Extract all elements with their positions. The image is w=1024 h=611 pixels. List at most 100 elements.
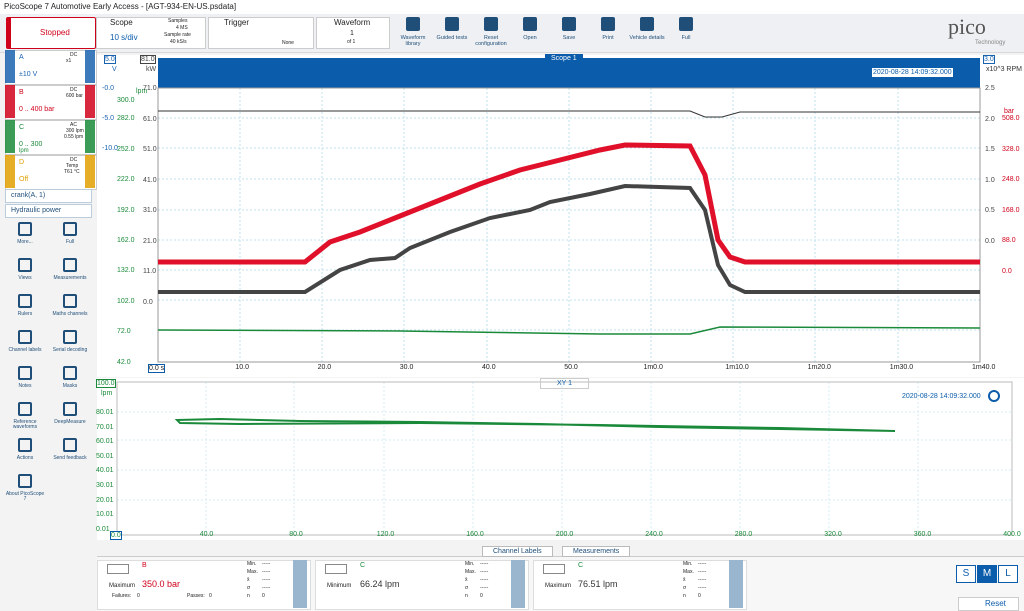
toolbar-button[interactable]: Full [681,35,691,41]
tool-icon[interactable] [18,474,32,488]
tool-label[interactable]: Masks [62,383,78,389]
channel-probe2: 0.55 lpm [64,134,84,140]
toolbar-icon[interactable] [562,17,576,31]
y-tick-label: 71.0 [143,85,157,92]
toolbar-icon[interactable] [640,17,654,31]
toolbar-icon[interactable] [406,17,420,31]
toolbar-icon[interactable] [523,17,537,31]
tool-icon[interactable] [63,438,77,452]
tool-icon[interactable] [18,402,32,416]
tool-icon[interactable] [18,294,32,308]
tool-icon[interactable] [18,438,32,452]
toolbar-icon[interactable] [679,17,693,31]
size-button[interactable]: S [956,565,976,583]
tool-icon[interactable] [63,330,77,344]
y-tick-label: 21.0 [143,237,157,245]
waveform-panel [316,17,390,49]
toolbar-button[interactable]: Waveform library [400,35,426,47]
toolbar-button[interactable]: Save [562,35,576,41]
delete-button[interactable] [729,560,743,608]
y-tick-label: 0.0 [143,298,153,306]
x-tick-label: 400.0 [1003,531,1021,538]
channel-plus[interactable] [85,85,95,118]
reset-button[interactable]: Reset [958,597,1019,611]
channel-range[interactable]: ±10 V [19,71,38,78]
channel-plus[interactable] [85,155,95,188]
size-button[interactable]: M [977,565,997,583]
measurement-icon [543,564,565,574]
toolbar-icon[interactable] [445,17,459,31]
scope-view-title[interactable]: Scope 1 [545,54,583,63]
channel-range[interactable]: 0 .. 300 [19,141,43,148]
tool-label[interactable]: Views [18,275,32,281]
x-tick-label: 1m40.0 [972,364,996,371]
tool-label[interactable]: Rulers [17,311,33,317]
y-tick-label: 70.01 [96,423,114,431]
tool-label[interactable]: DeepMeasure [54,419,86,425]
toolbar-icon[interactable] [484,17,498,31]
tool-label[interactable]: Channel labels [8,347,42,353]
y-tick-label: 328.0 [1002,145,1020,153]
xy-y-unit: lpm [101,390,113,397]
toolbar-button[interactable]: Print [602,35,614,41]
tool-label[interactable]: Maths channels [52,311,88,317]
tool-icon[interactable] [63,222,77,236]
tool-icon[interactable] [63,402,77,416]
channel-minus[interactable] [5,85,15,118]
timebase[interactable]: 10 s/div [110,33,138,42]
channel-minus[interactable] [5,155,15,188]
maths-label[interactable]: crank(A, 1) [11,192,46,199]
tool-label[interactable]: Reference waveforms [12,419,38,430]
tool-icon[interactable] [18,330,32,344]
measurement-channel: C [360,562,366,569]
x-tick-label: 200.0 [555,531,574,538]
axis-unit: lpm [136,88,148,95]
channel-minus[interactable] [5,120,15,153]
tool-icon[interactable] [63,294,77,308]
maths-label[interactable]: Hydraulic power [11,207,62,214]
x-tick-label: 240.0 [645,531,663,538]
size-button[interactable]: L [998,565,1018,583]
channel-plus[interactable] [85,120,95,153]
tool-icon[interactable] [63,258,77,272]
tool-label[interactable]: Full [65,239,75,245]
status-button[interactable] [6,17,96,49]
channel-range[interactable]: Off [19,176,29,183]
axis-top: 5.0 [104,55,116,64]
toolbar-button[interactable]: Reset configuration [475,35,507,47]
tool-label[interactable]: Send feedback [53,455,87,461]
tool-label[interactable]: Measurements [53,275,87,281]
toolbar-button[interactable]: Guided tests [436,35,468,41]
channel-minus[interactable] [5,50,15,83]
x-tick-label: 40.0 [199,531,214,538]
tool-icon[interactable] [18,258,32,272]
tool-label[interactable]: About PicoScope 7 [5,491,45,502]
y-tick-label: 2.5 [985,85,995,92]
maths-channel[interactable] [5,204,92,218]
tool-icon[interactable] [18,222,32,236]
tool-label[interactable]: Notes [18,383,32,389]
y-tick-label: 11.0 [143,268,157,275]
channel-range[interactable]: 0 .. 400 bar [19,106,55,113]
trigger-mode[interactable]: None [282,40,294,46]
panel-tab[interactable]: Measurements [562,546,631,557]
tool-label[interactable]: Actions [16,455,34,461]
toolbar-button[interactable]: Open [523,35,537,41]
tool-label[interactable]: Serial decoding [52,347,88,353]
channel-plus[interactable] [85,50,95,83]
y-tick-label: -0.0 [102,85,115,92]
sample-rate-label: Sample rate [164,32,191,38]
xy-view-title[interactable]: XY 1 [540,378,590,389]
tool-label[interactable]: More... [17,239,33,245]
toolbar-button[interactable]: Vehicle details [629,35,665,41]
panel-tab[interactable]: Channel Labels [482,546,553,557]
delete-button[interactable] [293,560,307,608]
tool-icon[interactable] [63,366,77,380]
zoom-icon[interactable] [988,390,1000,402]
delete-button[interactable] [511,560,525,608]
maths-channel[interactable] [5,189,92,203]
status-label[interactable]: Stopped [40,28,70,37]
toolbar-icon[interactable] [601,17,615,31]
tool-icon[interactable] [18,366,32,380]
y-tick-label: 10.01 [96,511,114,519]
